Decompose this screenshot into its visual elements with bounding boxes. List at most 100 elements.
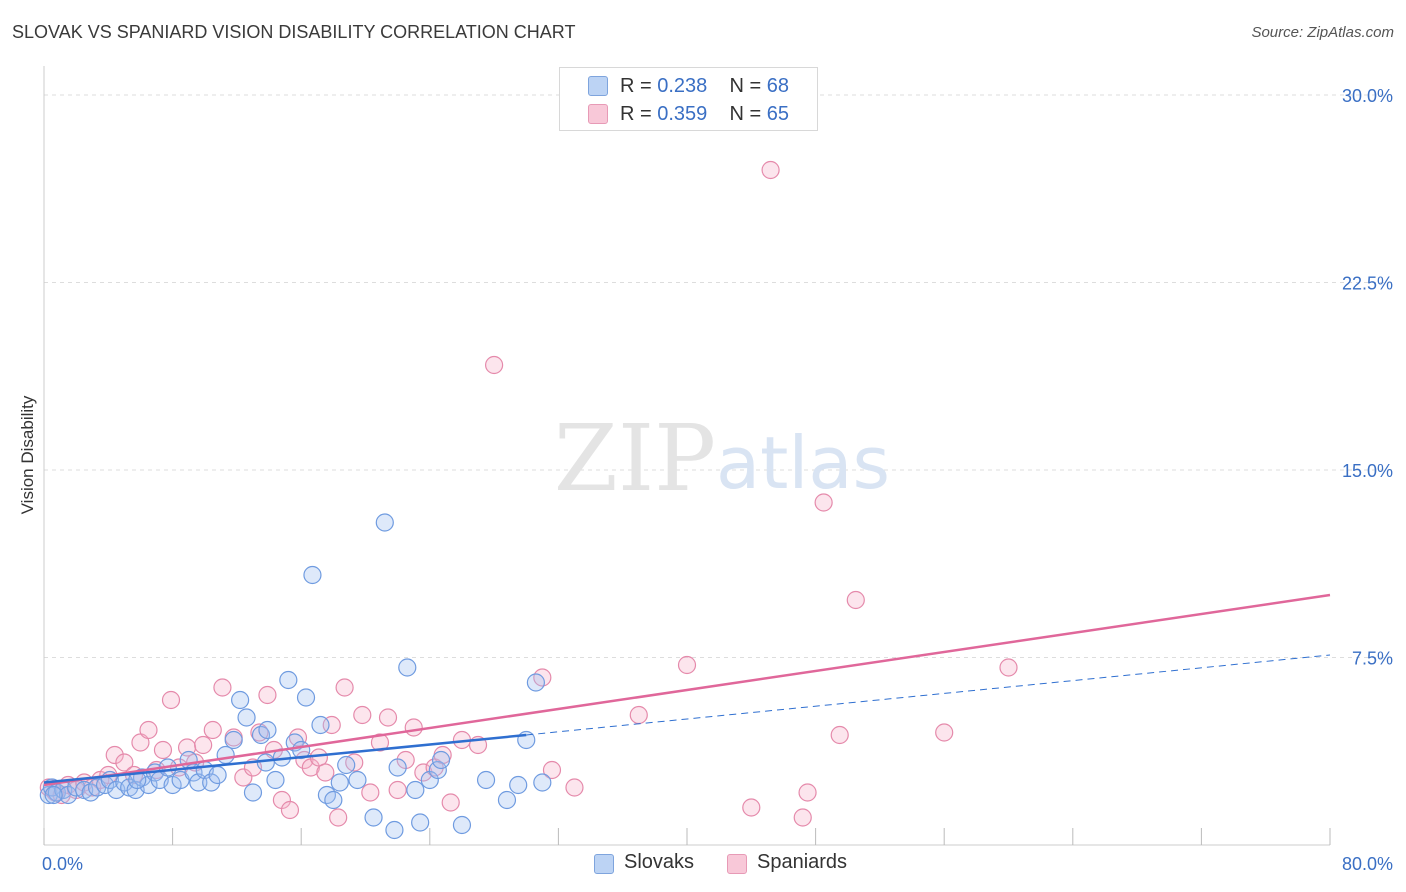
spaniard-point xyxy=(761,160,780,180)
slovak-point xyxy=(216,745,235,765)
slovak-point xyxy=(526,673,545,692)
watermark-zip: ZIP xyxy=(554,405,716,512)
spaniard-point xyxy=(378,708,398,727)
spaniard-point xyxy=(404,718,423,737)
slovak-point xyxy=(311,715,330,735)
tick-labels: 7.5% 15.0% 22.5% 30.0% 0.0% 80.0% xyxy=(42,86,1393,874)
slovak-point xyxy=(324,790,343,810)
slovak-point xyxy=(224,730,243,750)
spaniard-point xyxy=(161,690,181,710)
slovak-point xyxy=(364,808,383,827)
slovak-point xyxy=(509,775,528,795)
legend-n-label: N = xyxy=(729,103,767,125)
spaniard-point xyxy=(793,808,812,827)
slovak-point xyxy=(279,670,298,690)
spaniard-point xyxy=(316,763,335,782)
spaniard-point xyxy=(742,798,761,817)
legend-r-label: R = xyxy=(620,103,658,125)
spaniard-point xyxy=(935,723,954,742)
series-spaniards xyxy=(39,160,1018,827)
legend-n-value: 65 xyxy=(766,103,790,125)
slovak-point xyxy=(296,688,316,707)
bottom-legend-swatch-spaniards xyxy=(727,854,747,874)
spaniard-point xyxy=(999,658,1018,677)
correlation-legend: R = 0.238 N = 68 R = 0.359 N = 65 xyxy=(559,67,818,131)
slovak-point xyxy=(398,658,417,677)
bottom-legend-slovaks: Slovaks xyxy=(624,851,695,873)
slovak-point xyxy=(266,770,285,790)
y-tick-label: 7.5% xyxy=(1352,649,1393,669)
bottom-legend-swatch-slovaks xyxy=(594,854,614,874)
legend-r-label: R = xyxy=(620,75,658,97)
spaniard-point xyxy=(213,678,232,697)
slovak-point xyxy=(256,753,275,772)
spaniard-point xyxy=(830,725,849,745)
spaniard-point xyxy=(335,678,354,697)
legend-r-value: 0.238 xyxy=(657,75,708,97)
source-label: Source: ZipAtlas.com xyxy=(1251,24,1394,41)
slovak-point xyxy=(375,513,394,532)
slovak-point xyxy=(208,765,227,785)
spaniard-point xyxy=(846,590,865,610)
slovak-point xyxy=(243,783,263,802)
slovak-point xyxy=(237,708,256,727)
slovak-point xyxy=(258,720,277,740)
spaniard-point xyxy=(258,685,277,705)
bottom-legend-spaniards: Spaniards xyxy=(757,851,848,873)
spaniard-point xyxy=(234,768,253,787)
slovak-point xyxy=(337,755,356,775)
slovak-point xyxy=(411,813,430,832)
spaniard-point xyxy=(388,780,407,800)
spaniard-point xyxy=(798,783,817,802)
spaniard-point xyxy=(105,745,124,765)
legend-row-slovaks: R = 0.238 N = 68 xyxy=(620,75,789,98)
spaniard-point xyxy=(629,705,648,725)
spaniard-point xyxy=(353,705,372,725)
slovaks-trend-line xyxy=(43,733,527,784)
trend-lines xyxy=(43,593,1331,787)
legend-swatch-spaniards xyxy=(588,104,608,124)
spaniard-point xyxy=(280,800,300,820)
slovak-point xyxy=(303,565,322,585)
slovak-point xyxy=(330,773,349,792)
spaniard-point xyxy=(485,355,504,375)
slovak-point xyxy=(44,785,63,805)
slovak-point xyxy=(202,773,221,792)
slovak-point xyxy=(476,770,496,790)
spaniard-point xyxy=(542,760,562,780)
slovak-point xyxy=(428,760,447,780)
y-tick-label: 30.0% xyxy=(1342,86,1393,106)
spaniard-point xyxy=(370,733,390,752)
spaniard-point xyxy=(153,740,173,760)
spaniards-trend-line xyxy=(43,593,1331,787)
slovak-point xyxy=(497,790,517,810)
spaniard-point xyxy=(565,778,584,797)
series-slovaks xyxy=(39,513,552,840)
spaniard-point xyxy=(329,808,348,827)
legend-row-spaniards: R = 0.359 N = 65 xyxy=(620,103,789,126)
spaniard-point xyxy=(677,655,697,675)
slovak-point xyxy=(348,770,367,790)
spaniard-point xyxy=(194,735,213,755)
slovak-point xyxy=(231,690,250,710)
spaniard-point xyxy=(441,793,460,812)
spaniard-point xyxy=(139,720,158,740)
x-tick-label-max: 80.0% xyxy=(1342,854,1393,874)
slovak-point xyxy=(406,780,425,800)
legend-r-value: 0.359 xyxy=(657,103,708,125)
spaniard-point xyxy=(203,720,222,740)
legend-swatch-slovaks xyxy=(588,76,608,96)
spaniard-point xyxy=(414,763,433,782)
grid-lines xyxy=(44,94,1392,658)
y-tick-label: 22.5% xyxy=(1342,274,1393,294)
legend-n-label: N = xyxy=(729,75,767,97)
watermark-atlas: atlas xyxy=(716,421,890,505)
spaniard-point xyxy=(361,783,380,802)
slovak-point xyxy=(388,758,407,777)
y-tick-label: 15.0% xyxy=(1342,461,1393,481)
x-tick-label-min: 0.0% xyxy=(42,854,83,874)
chart-title: SLOVAK VS SPANIARD VISION DISABILITY COR… xyxy=(12,22,576,42)
slovak-point xyxy=(431,750,451,770)
slovak-point xyxy=(385,820,404,840)
